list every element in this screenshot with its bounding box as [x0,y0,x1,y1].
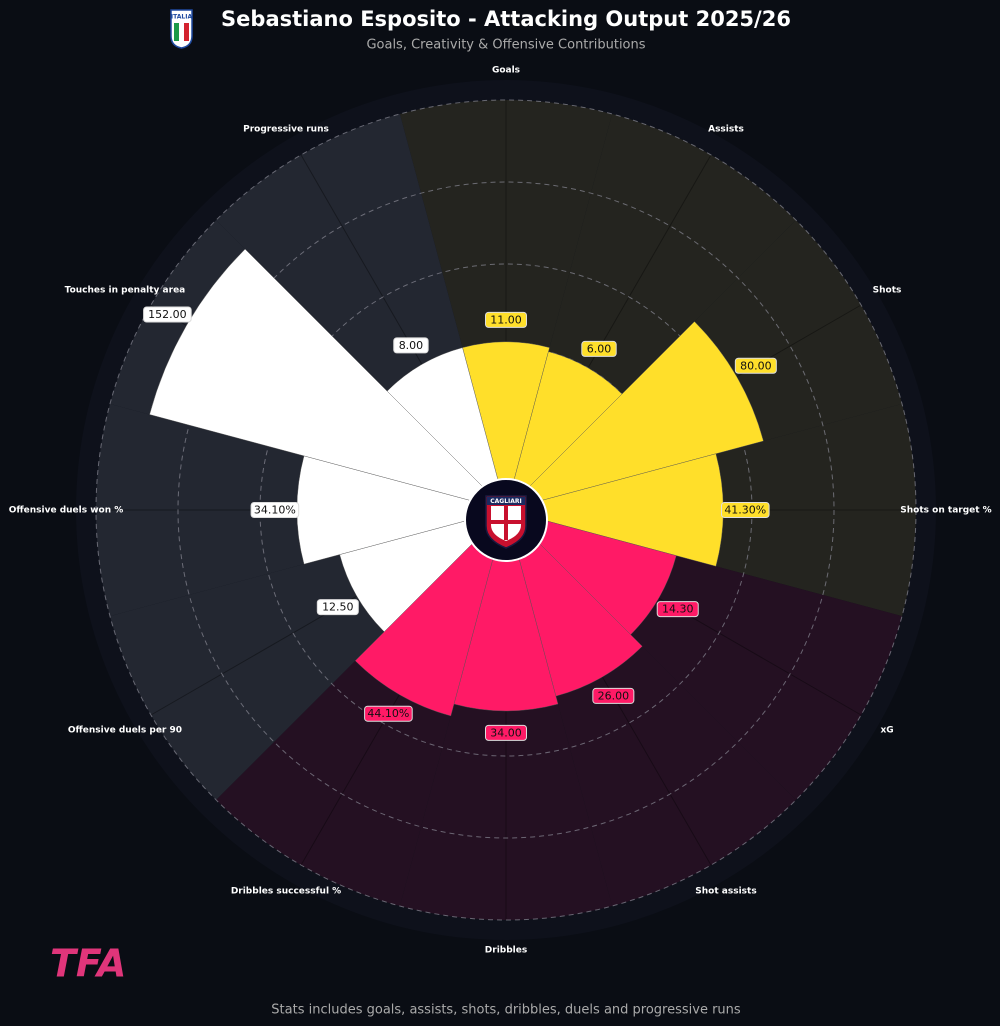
value-label: 11.00 [490,313,522,326]
category-label: Goals [492,66,520,76]
italia-badge: ITALIA [170,9,193,49]
value-label-box [485,311,527,328]
value-label-box [250,502,300,518]
value-label: 8.00 [399,339,424,352]
bar [505,351,623,511]
category-label: Touches in penalty area [65,286,186,296]
value-label-box [393,337,429,354]
sector-background [399,100,613,511]
value-label: 152.00 [148,308,187,321]
badge-text: ITALIA [171,14,193,21]
category-label: Shot assists [695,887,756,897]
bar [505,509,643,697]
footnote: Stats includes goals, assists, shots, dr… [271,1003,741,1018]
bar [339,509,507,633]
bar [505,509,677,635]
bar [386,347,507,511]
category-label: Shots [873,286,902,296]
value-label-box [485,724,527,741]
value-label: 80.00 [740,359,772,372]
sector-background [399,510,613,921]
category-label: Progressive runs [243,124,329,134]
grid-ring [177,181,835,839]
category-label: xG [880,726,893,736]
value-label-box [592,687,635,704]
value-label: 41.30% [724,504,766,517]
bar [453,509,559,712]
value-label: 26.00 [598,689,630,702]
brand-logo: TFA [50,942,126,986]
grid-ring [95,99,917,921]
chart-title: Sebastiano Esposito - Attacking Output 2… [221,7,791,31]
category-label: Assists [708,124,744,134]
value-label: 12.50 [322,601,354,614]
value-label: 14.30 [662,603,694,616]
category-label: Dribbles [485,946,527,956]
value-label-box [581,340,617,357]
bar [354,509,507,717]
club-text: CAGLIARI [490,498,522,505]
club-hub: CAGLIARI [464,478,548,562]
bars [149,248,764,717]
labels: Goals 11.00 Assists 6.00 Shots 80.00 Shots on … [9,66,992,956]
value-label: 34.00 [490,726,522,739]
category-label: Offensive duels per 90 [68,726,182,736]
category-label: Shots on target % [900,506,991,516]
category-label: Offensive duels won % [9,506,124,516]
category-label: Dribbles successful % [231,887,341,897]
bar [149,248,507,511]
value-label-box [656,601,699,618]
bar [505,321,764,511]
bar [462,341,550,511]
value-label: 34.10% [254,504,296,517]
value-label-box [143,306,192,323]
value-label-box [364,705,413,722]
value-label: 44.10% [367,707,409,720]
value-label-box [734,357,777,374]
value-label: 6.00 [587,342,612,355]
value-label-box [721,502,770,518]
chart-subtitle: Goals, Creativity & Offensive Contributi… [366,38,645,53]
value-label-box [316,599,359,616]
